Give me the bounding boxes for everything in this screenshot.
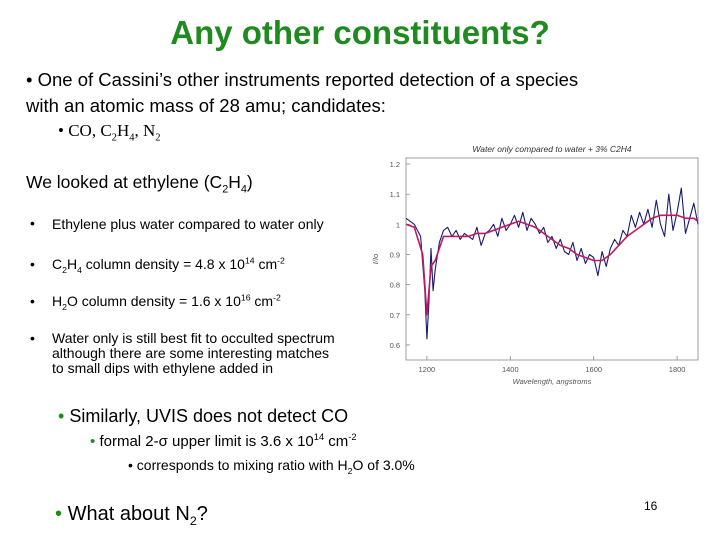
bullet: • [26, 69, 33, 90]
n2-question: • What about N2? [55, 503, 208, 528]
y-tick-label: 0.7 [390, 311, 400, 320]
bullet-water-only-best-fit: Water only is still best fit to occulted… [52, 330, 335, 376]
x-tick-label: 1400 [502, 365, 519, 374]
sub-bullet: • [58, 121, 64, 140]
bullet-c2h4-column-density: C2H4 column density = 4.8 x 1014 cm-2 [52, 255, 285, 275]
x-tick-label: 1600 [585, 365, 602, 374]
bullet-h2o-column-density: H2O column density = 1.6 x 1016 cm-2 [52, 292, 281, 312]
series-line-2 [405, 214, 699, 316]
y-tick-label: 1 [396, 220, 400, 229]
slide-title: Any other constituents? [170, 14, 550, 51]
x-tick-label: 1800 [669, 365, 686, 374]
bullet: • [30, 256, 35, 272]
page-number: 16 [644, 499, 658, 513]
bullet: • [30, 330, 35, 346]
uvis-mixing-ratio: • corresponds to mixing ratio with H2O o… [128, 457, 415, 476]
intro-line-1: • One of Cassini’s other instruments rep… [26, 69, 578, 91]
y-axis-label: I/Io [371, 254, 380, 264]
bullet: • [30, 293, 35, 309]
y-tick-label: 1.1 [390, 190, 400, 199]
uvis-line: • Similarly, UVIS does not detect CO [58, 406, 349, 426]
y-tick-label: 1.2 [390, 160, 400, 169]
candidates-line: • CO, C2H4, N2 [58, 121, 161, 144]
series-line-1 [405, 187, 699, 340]
x-tick-label: 1200 [419, 365, 436, 374]
y-tick-label: 0.6 [390, 341, 400, 350]
uvis-upper-limit: • formal 2-σ upper limit is 3.6 x 1014 c… [90, 432, 357, 450]
spectrum-chart: Water only compared to water + 3% C2H4 0.… [371, 144, 699, 386]
candidates-text: CO, C2H4, N2 [68, 121, 161, 144]
bullet: • [30, 215, 35, 231]
bullet: • [58, 406, 65, 426]
intro-text-1: One of Cassini’s other instruments repor… [37, 69, 579, 90]
y-tick-label: 0.8 [390, 281, 400, 290]
intro-line-2: with an atomic mass of 28 amu; candidate… [26, 95, 386, 116]
plot-frame [405, 157, 699, 361]
ethylene-heading: We looked at ethylene (C2H4) [26, 172, 253, 196]
bullet-ethylene-plus-water: Ethylene plus water compared to water on… [52, 216, 324, 232]
chart-title: Water only compared to water + 3% C2H4 [472, 144, 632, 154]
y-tick-label: 0.9 [390, 250, 400, 259]
x-axis-label: Wavelength, angstroms [513, 377, 592, 386]
